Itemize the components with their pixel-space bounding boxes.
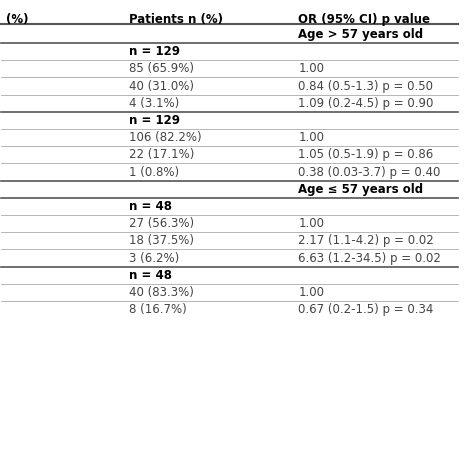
- Text: 2.17 (1.1-4.2) p = 0.02: 2.17 (1.1-4.2) p = 0.02: [299, 234, 434, 247]
- Text: 27 (56.3%): 27 (56.3%): [129, 217, 194, 230]
- Text: 1.05 (0.5-1.9) p = 0.86: 1.05 (0.5-1.9) p = 0.86: [299, 148, 434, 161]
- Text: 0.84 (0.5-1.3) p = 0.50: 0.84 (0.5-1.3) p = 0.50: [299, 80, 433, 92]
- Text: n = 129: n = 129: [129, 45, 180, 58]
- Text: OR (95% CI) p value: OR (95% CI) p value: [299, 13, 430, 26]
- Text: 1.09 (0.2-4.5) p = 0.90: 1.09 (0.2-4.5) p = 0.90: [299, 97, 434, 110]
- Text: 1 (0.8%): 1 (0.8%): [129, 165, 180, 179]
- Text: (%): (%): [6, 13, 28, 26]
- Text: 3 (6.2%): 3 (6.2%): [129, 252, 180, 264]
- Text: 1.00: 1.00: [299, 217, 324, 230]
- Text: 1.00: 1.00: [299, 131, 324, 144]
- Text: 106 (82.2%): 106 (82.2%): [129, 131, 202, 144]
- Text: n = 129: n = 129: [129, 114, 180, 127]
- Text: n = 48: n = 48: [129, 269, 173, 282]
- Text: n = 48: n = 48: [129, 200, 173, 213]
- Text: Age > 57 years old: Age > 57 years old: [299, 28, 423, 41]
- Text: 0.38 (0.03-3.7) p = 0.40: 0.38 (0.03-3.7) p = 0.40: [299, 165, 441, 179]
- Text: 22 (17.1%): 22 (17.1%): [129, 148, 195, 161]
- Text: Patients n (%): Patients n (%): [129, 13, 223, 26]
- Text: Age ≤ 57 years old: Age ≤ 57 years old: [299, 183, 423, 196]
- Text: 40 (83.3%): 40 (83.3%): [129, 286, 194, 299]
- Text: 1.00: 1.00: [299, 63, 324, 75]
- Text: 4 (3.1%): 4 (3.1%): [129, 97, 180, 110]
- Text: 8 (16.7%): 8 (16.7%): [129, 303, 187, 316]
- Text: 0.67 (0.2-1.5) p = 0.34: 0.67 (0.2-1.5) p = 0.34: [299, 303, 434, 316]
- Text: 85 (65.9%): 85 (65.9%): [129, 63, 194, 75]
- Text: 40 (31.0%): 40 (31.0%): [129, 80, 194, 92]
- Text: 1.00: 1.00: [299, 286, 324, 299]
- Text: 18 (37.5%): 18 (37.5%): [129, 234, 194, 247]
- Text: 6.63 (1.2-34.5) p = 0.02: 6.63 (1.2-34.5) p = 0.02: [299, 252, 441, 264]
